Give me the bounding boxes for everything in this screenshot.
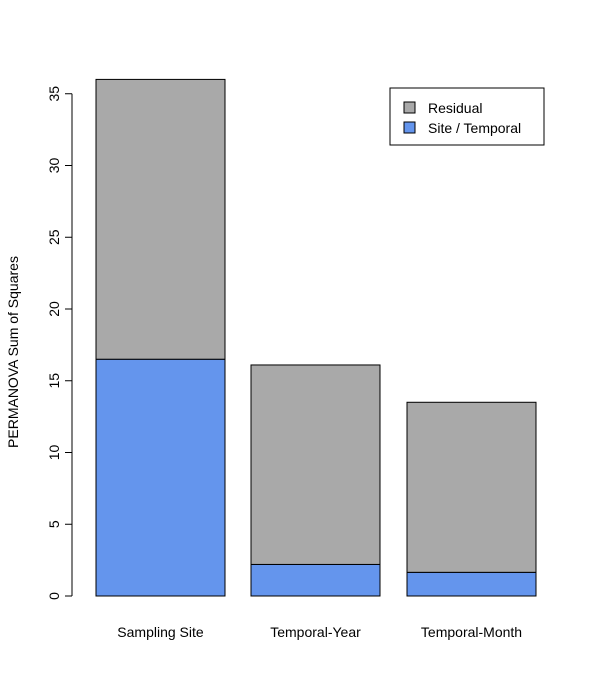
y-tick-label: 15 — [46, 373, 62, 389]
legend: Residual Site / Temporal — [389, 87, 545, 146]
x-axis-tick-labels: Sampling Site Temporal-Year Temporal-Month — [117, 624, 522, 640]
bar-site-temporal-2 — [406, 571, 537, 597]
legend-swatch — [403, 101, 416, 114]
y-tick-label: 5 — [46, 520, 62, 528]
y-tick-label: 20 — [46, 301, 62, 317]
y-tick-label: 35 — [46, 86, 62, 102]
legend-label: Residual — [428, 100, 482, 116]
y-tick-label: 0 — [46, 592, 62, 600]
bar-site-temporal-1 — [250, 563, 381, 597]
bar-residual-2 — [406, 401, 537, 573]
x-tick-label: Temporal-Month — [421, 624, 522, 640]
x-tick-label: Sampling Site — [117, 624, 204, 640]
x-tick-label: Temporal-Year — [270, 624, 361, 640]
bar-site-temporal-0 — [95, 358, 226, 597]
bars — [95, 78, 537, 597]
bar-residual-0 — [95, 78, 226, 360]
y-tick-label: 10 — [46, 445, 62, 461]
legend-box — [389, 87, 545, 146]
legend-swatch — [403, 121, 416, 134]
y-tick-label: 25 — [46, 229, 62, 245]
y-axis-label: PERMANOVA Sum of Squares — [5, 256, 21, 448]
bar-residual-1 — [250, 364, 381, 565]
y-tick-label: 30 — [46, 158, 62, 174]
y-axis: 0 5 10 15 20 25 30 35 — [46, 86, 73, 600]
legend-label: Site / Temporal — [428, 120, 521, 136]
